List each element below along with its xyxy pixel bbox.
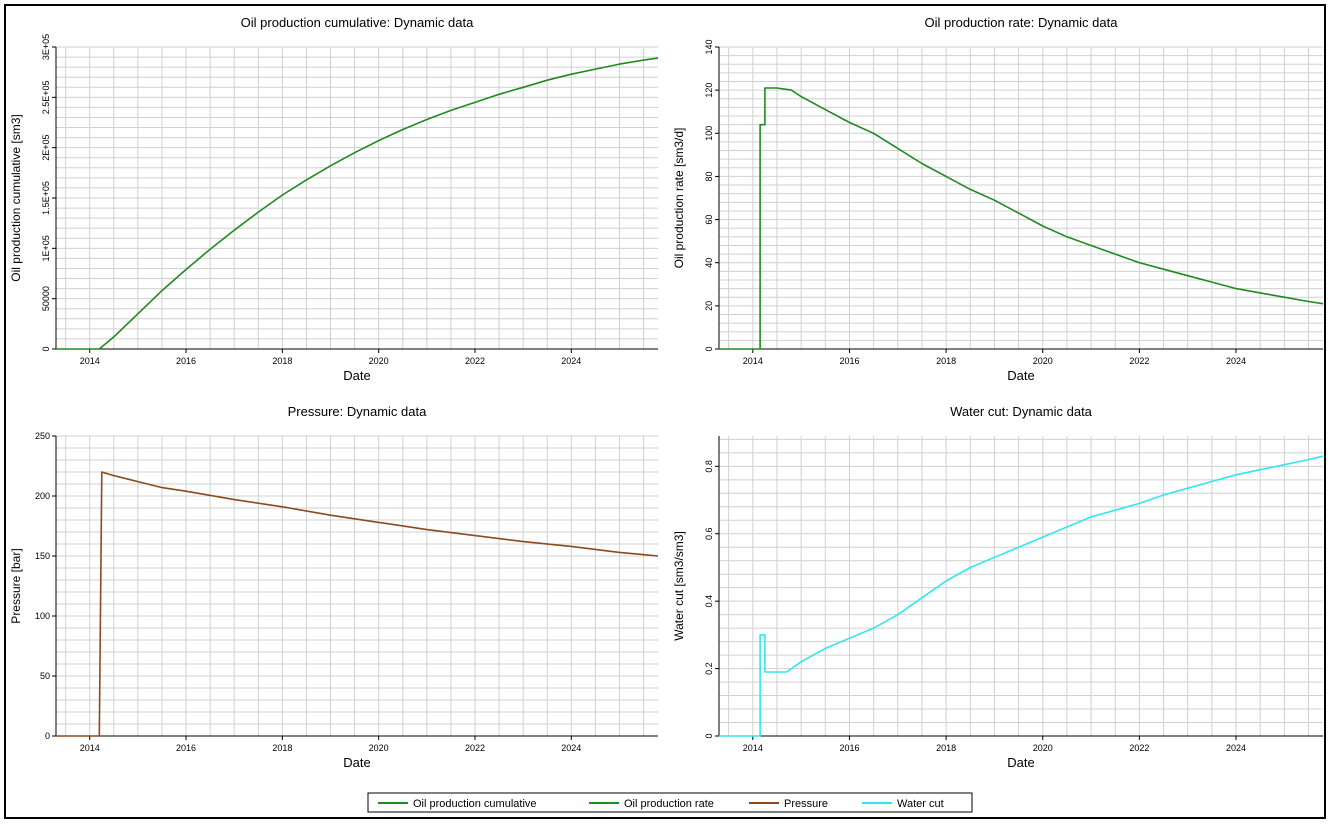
plot-area	[719, 47, 1323, 349]
legend: Oil production cumulative Oil production…	[367, 792, 973, 813]
y-tick-label: 80	[704, 171, 714, 181]
x-axis-label: Date	[1007, 368, 1034, 383]
y-tick-label: 100	[704, 126, 714, 141]
y-tick-label: 0.4	[704, 595, 714, 608]
y-tick-label: 0	[45, 731, 50, 741]
x-tick-label: 2024	[561, 743, 581, 753]
y-tick-label: 50000	[41, 286, 51, 311]
chart-oil-cumulative: 2014 2016 2018 2020 2022 2024 0 50000 1E+05 1.5E+…	[9, 15, 659, 383]
charts-canvas: 2014 2016 2018 2020 2022 20240500001E+051.5E+…	[9, 15, 1324, 813]
y-tick-label: 2E+05	[41, 135, 51, 161]
series-line-oil-cumulative	[56, 57, 659, 350]
x-tick-label: 2024	[1226, 743, 1246, 753]
x-tick-label: 2024	[1226, 356, 1246, 366]
series-line-water-cut	[719, 455, 1324, 737]
legend-label-oil-cumulative: Oil production cumulative	[413, 798, 537, 810]
x-tick-label: 2018	[936, 743, 956, 753]
x-tick-label: 2016	[176, 356, 196, 366]
chart-window: 2014 2016 2018 2020 2022 2024 0 50000 1E+05 1.5E+…	[4, 4, 1326, 819]
plot-area	[56, 436, 658, 736]
y-axis-label: Pressure [bar]	[9, 548, 23, 623]
series-line-pressure	[56, 471, 659, 737]
legend-label-pressure: Pressure	[784, 798, 828, 810]
y-tick-label: 3E+05	[41, 34, 51, 60]
y-tick-label: 0.6	[704, 527, 714, 540]
x-tick-label: 2014	[743, 356, 763, 366]
chart-title: Oil production cumulative: Dynamic data	[241, 15, 474, 30]
plot-area	[719, 436, 1323, 736]
y-tick-label: 0.8	[704, 460, 714, 473]
x-tick-label: 2016	[839, 743, 859, 753]
grid-lines	[719, 46, 1323, 350]
y-tick-label: 40	[704, 258, 714, 268]
x-tick-label: 2020	[1033, 743, 1053, 753]
x-axis-label: Date	[343, 755, 370, 770]
y-tick-label: 100	[35, 611, 50, 621]
x-tick-label: 2022	[465, 743, 485, 753]
x-tick-label: 2018	[272, 356, 292, 366]
series-line-oil-rate	[719, 87, 1324, 350]
y-tick-label: 140	[704, 39, 714, 54]
grid-lines	[56, 46, 658, 350]
x-tick-label: 2014	[743, 743, 763, 753]
y-axis-label: Water cut [sm3/sm3]	[672, 531, 686, 641]
x-tick-label: 2014	[80, 743, 100, 753]
x-tick-label: 2020	[1033, 356, 1053, 366]
chart-pressure: 2014 2016 2018 2020 2022 2024 0 50 100 150 200 250 P…	[9, 404, 659, 770]
y-tick-label: 60	[704, 215, 714, 225]
y-tick-label: 1.5E+05	[41, 181, 51, 215]
chart-title: Oil production rate: Dynamic data	[925, 15, 1119, 30]
chart-title: Water cut: Dynamic data	[950, 404, 1093, 419]
y-tick-label: 0	[704, 733, 714, 738]
x-tick-label: 2022	[465, 356, 485, 366]
y-tick-label: 250	[35, 431, 50, 441]
y-tick-label: 2.5E+05	[41, 80, 51, 114]
legend-label-oil-rate: Oil production rate	[624, 798, 714, 810]
y-tick-label: 0.2	[704, 662, 714, 675]
x-tick-label: 2020	[369, 356, 389, 366]
y-tick-label: 200	[35, 491, 50, 501]
y-tick-label: 20	[704, 301, 714, 311]
x-tick-label: 2022	[1129, 356, 1149, 366]
grid-lines	[719, 436, 1323, 737]
grid-lines	[56, 435, 658, 737]
y-tick-label: 50	[40, 671, 50, 681]
y-axis-label: Oil production cumulative [sm3]	[9, 114, 23, 281]
chart-title: Pressure: Dynamic data	[288, 404, 427, 419]
y-tick-label: 120	[704, 83, 714, 98]
x-axis-label: Date	[343, 368, 370, 383]
y-tick-label: 150	[35, 551, 50, 561]
y-tick-label: 1E+05	[41, 235, 51, 261]
x-tick-label: 2022	[1129, 743, 1149, 753]
x-tick-label: 2016	[176, 743, 196, 753]
x-tick-label: 2018	[272, 743, 292, 753]
x-tick-label: 2020	[369, 743, 389, 753]
x-tick-label: 2018	[936, 356, 956, 366]
y-axis-label: Oil production rate [sm3/d]	[672, 128, 686, 269]
y-tick-label: 0	[704, 346, 714, 351]
x-tick-label: 2024	[561, 356, 581, 366]
chart-water-cut: 2014 2016 2018 2020 2022 2024 0 0.2 0.4 0.6 0.8 Wat…	[672, 404, 1324, 770]
legend-label-water-cut: Water cut	[897, 798, 944, 810]
x-axis-label: Date	[1007, 755, 1034, 770]
y-tick-label: 0	[41, 346, 51, 351]
x-tick-label: 2014	[80, 356, 100, 366]
x-tick-label: 2016	[839, 356, 859, 366]
chart-oil-rate: 2014 2016 2018 2020 2022 2024 0 20 40 60 80 100 120 1…	[672, 15, 1324, 383]
